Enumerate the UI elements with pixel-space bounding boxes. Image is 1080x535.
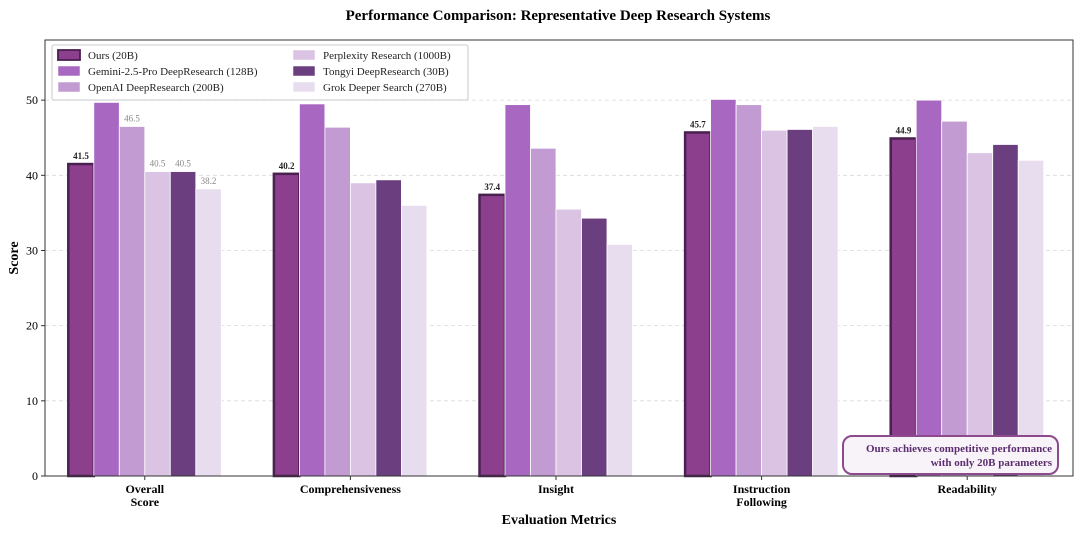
bar (298, 103, 326, 477)
x-tick-label-line: Overall (125, 482, 164, 496)
y-axis: 0 10 20 30 40 50 (26, 93, 45, 483)
legend-swatch (292, 65, 316, 77)
annotation-frame (842, 435, 1059, 475)
data-label: 44.9 (896, 125, 912, 135)
legend-entry: Ours (20B) (88, 50, 138, 62)
bar (1017, 159, 1045, 477)
bar (761, 129, 788, 477)
legend-swatch (292, 49, 316, 61)
annotation-line: Ours achieves competitive performance (866, 443, 1052, 455)
bar (812, 126, 839, 477)
legend: Ours (20B) Gemini-2.5-Pro DeepResearch (1… (51, 44, 469, 101)
legend-swatch (57, 49, 81, 61)
bar (530, 147, 557, 477)
data-label: 41.5 (73, 151, 89, 161)
bar (504, 104, 531, 477)
x-tick-label-line: Readability (938, 482, 997, 496)
bar (735, 104, 762, 477)
data-label: 38.2 (201, 176, 217, 186)
data-label: 40.5 (175, 159, 191, 169)
data-label: 46.5 (124, 113, 140, 123)
data-label: 40.5 (150, 159, 166, 169)
y-tick-label: 0 (32, 469, 38, 483)
data-label: 40.2 (279, 161, 295, 171)
legend-entry: OpenAI DeepResearch (200B) (88, 82, 224, 94)
x-axis: Overall Score Comprehensiveness Insight Inst… (125, 476, 997, 509)
y-axis-label: Score (7, 241, 22, 274)
x-tick-label-line: Following (736, 495, 787, 509)
y-tick-label: 40 (26, 168, 38, 182)
data-labels: 41.5 46.5 40.5 40.5 38.2 40.2 37.4 45.7 44.9 (73, 113, 912, 191)
bar (169, 171, 197, 477)
data-label: 45.7 (690, 119, 706, 129)
y-tick-label: 30 (26, 243, 38, 257)
bars (67, 98, 1045, 478)
bar (683, 131, 712, 478)
bar (93, 101, 120, 477)
bar (786, 129, 813, 477)
legend-swatch (292, 81, 316, 93)
x-tick-label: Instruction Following (733, 482, 791, 509)
legend-entry: Perplexity Research (1000B) (323, 50, 451, 62)
bar (606, 244, 633, 477)
y-tick-label: 20 (26, 319, 38, 333)
legend-swatch (57, 81, 81, 93)
x-tick-label: Comprehensiveness (300, 482, 401, 496)
legend-entry: Grok Deeper Search (270B) (323, 82, 447, 94)
x-tick-label-line: Insight (538, 482, 574, 496)
bar (375, 179, 402, 477)
y-tick-label: 10 (26, 394, 38, 408)
legend-swatch (57, 65, 81, 77)
bar (349, 182, 377, 477)
legend-entry: Tongyi DeepResearch (30B) (323, 66, 449, 78)
bar (195, 188, 222, 477)
bar (478, 193, 507, 478)
x-axis-label: Evaluation Metrics (502, 513, 617, 528)
annotation-box: Ours achieves competitive performance wit… (842, 435, 1059, 475)
bar (272, 172, 301, 478)
bar (324, 126, 351, 477)
chart-title: Performance Comparison: Representative D… (346, 8, 771, 24)
bar (581, 217, 608, 477)
x-tick-label: Insight (538, 482, 574, 496)
y-tick-label: 50 (26, 93, 38, 107)
x-tick-label: Readability (938, 482, 997, 496)
bar (555, 208, 582, 477)
data-label: 37.4 (484, 182, 500, 192)
annotation-line: with only 20B parameters (931, 457, 1053, 469)
x-tick-label: Overall Score (125, 482, 164, 509)
x-tick-label-line: Score (131, 495, 160, 509)
bar (915, 99, 943, 477)
x-tick-label-line: Comprehensiveness (300, 482, 401, 496)
plot-area-frame (44, 39, 1074, 477)
bar (992, 144, 1019, 477)
bar (941, 120, 968, 477)
bar (889, 137, 918, 478)
bar (710, 98, 737, 477)
x-tick-label-line: Instruction (733, 482, 791, 496)
legend-frame (51, 44, 469, 101)
bar (67, 162, 96, 478)
bar (144, 171, 171, 477)
bar (400, 204, 428, 477)
legend-entry: Gemini-2.5-Pro DeepResearch (128B) (88, 66, 258, 78)
bar (118, 126, 146, 477)
bar (966, 152, 994, 477)
